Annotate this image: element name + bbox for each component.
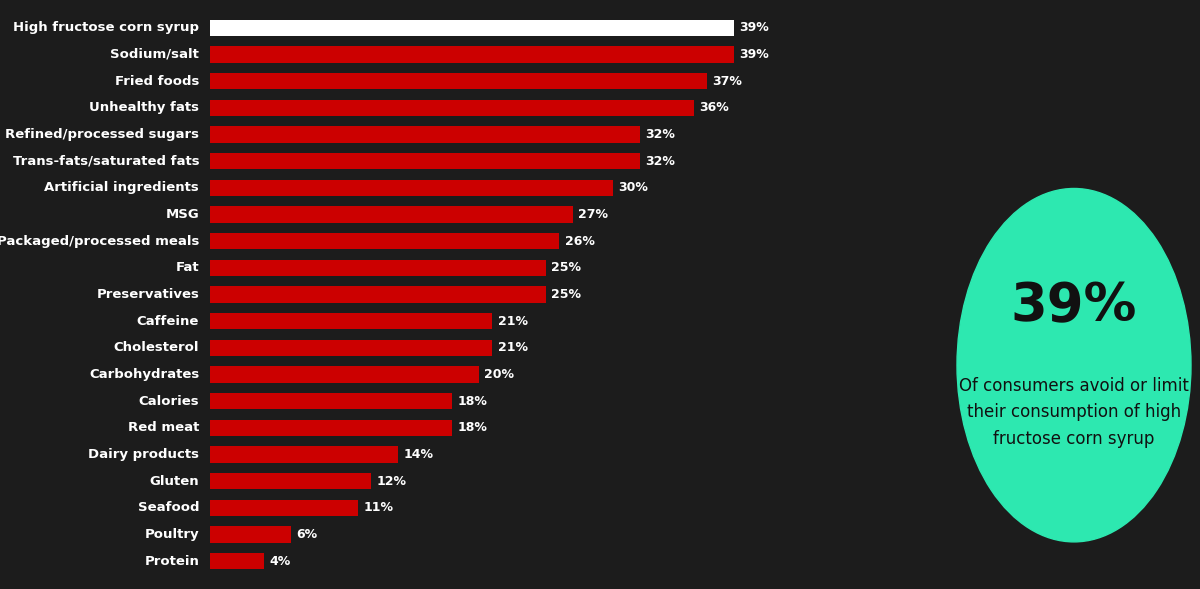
Text: Of consumers avoid or limit
their consumption of high
fructose corn syrup: Of consumers avoid or limit their consum… bbox=[959, 377, 1189, 448]
Bar bbox=[210, 19, 734, 36]
Text: Poultry: Poultry bbox=[145, 528, 199, 541]
Bar bbox=[210, 527, 290, 543]
Bar bbox=[210, 46, 734, 62]
Bar bbox=[210, 366, 479, 383]
Text: Packaged/processed meals: Packaged/processed meals bbox=[0, 234, 199, 247]
Text: Preservatives: Preservatives bbox=[96, 288, 199, 301]
Bar bbox=[210, 313, 492, 329]
Text: 39%: 39% bbox=[739, 48, 769, 61]
Text: Fat: Fat bbox=[175, 262, 199, 274]
Bar bbox=[210, 340, 492, 356]
Bar bbox=[210, 473, 371, 489]
Bar bbox=[210, 286, 546, 303]
Text: Gluten: Gluten bbox=[150, 475, 199, 488]
Bar bbox=[210, 180, 613, 196]
Text: Seafood: Seafood bbox=[138, 501, 199, 514]
Text: Protein: Protein bbox=[144, 555, 199, 568]
Bar bbox=[210, 499, 358, 516]
Text: 30%: 30% bbox=[618, 181, 648, 194]
Text: MSG: MSG bbox=[166, 208, 199, 221]
Text: 25%: 25% bbox=[551, 262, 581, 274]
Bar bbox=[210, 153, 640, 170]
Bar bbox=[210, 73, 707, 90]
Text: 32%: 32% bbox=[646, 128, 676, 141]
Text: Fried foods: Fried foods bbox=[115, 75, 199, 88]
Text: Artificial ingredients: Artificial ingredients bbox=[44, 181, 199, 194]
Text: 39%: 39% bbox=[739, 21, 769, 34]
Bar bbox=[210, 393, 452, 409]
Text: Cholesterol: Cholesterol bbox=[114, 342, 199, 355]
Bar bbox=[210, 419, 452, 436]
Text: 39%: 39% bbox=[1010, 280, 1138, 332]
Text: Caffeine: Caffeine bbox=[137, 315, 199, 327]
Bar bbox=[210, 260, 546, 276]
Bar bbox=[210, 100, 694, 116]
Text: 12%: 12% bbox=[377, 475, 407, 488]
Text: 36%: 36% bbox=[700, 101, 728, 114]
Text: 4%: 4% bbox=[269, 555, 290, 568]
Text: Carbohydrates: Carbohydrates bbox=[89, 368, 199, 381]
Text: 20%: 20% bbox=[484, 368, 514, 381]
Text: 18%: 18% bbox=[457, 395, 487, 408]
Text: Dairy products: Dairy products bbox=[89, 448, 199, 461]
Text: 21%: 21% bbox=[498, 315, 528, 327]
Text: 14%: 14% bbox=[403, 448, 433, 461]
Text: 6%: 6% bbox=[296, 528, 317, 541]
Bar bbox=[210, 553, 264, 570]
Bar bbox=[210, 446, 398, 463]
Text: 27%: 27% bbox=[578, 208, 608, 221]
Text: 32%: 32% bbox=[646, 155, 676, 168]
Text: 18%: 18% bbox=[457, 421, 487, 434]
Text: 26%: 26% bbox=[565, 234, 595, 247]
Text: Unhealthy fats: Unhealthy fats bbox=[89, 101, 199, 114]
Text: Red meat: Red meat bbox=[128, 421, 199, 434]
Text: 37%: 37% bbox=[713, 75, 743, 88]
Bar bbox=[210, 126, 640, 143]
Text: 21%: 21% bbox=[498, 342, 528, 355]
Text: 25%: 25% bbox=[551, 288, 581, 301]
Text: Calories: Calories bbox=[139, 395, 199, 408]
Text: High fructose corn syrup: High fructose corn syrup bbox=[13, 21, 199, 34]
Text: Refined/processed sugars: Refined/processed sugars bbox=[5, 128, 199, 141]
Text: Trans-fats/saturated fats: Trans-fats/saturated fats bbox=[13, 155, 199, 168]
Bar bbox=[210, 206, 572, 223]
Bar bbox=[210, 233, 559, 249]
Text: 11%: 11% bbox=[364, 501, 394, 514]
Text: Sodium/salt: Sodium/salt bbox=[110, 48, 199, 61]
